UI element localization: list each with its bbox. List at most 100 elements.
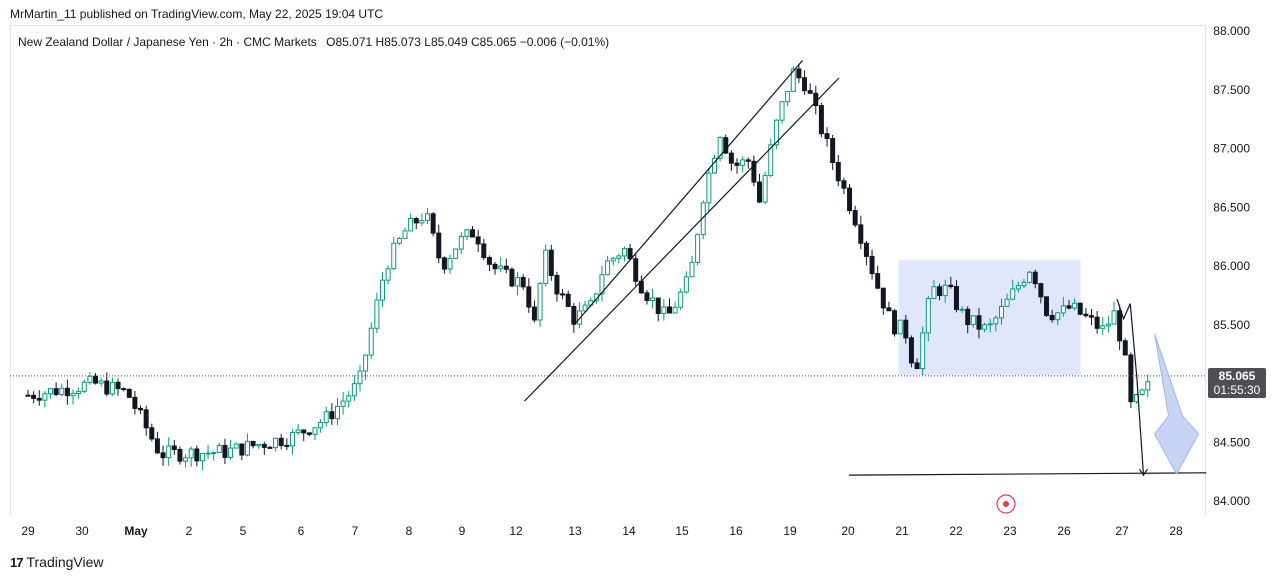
candle-up (368, 327, 374, 356)
price-axis: 88.00087.50087.00086.50086.00085.50085.0… (1213, 24, 1250, 508)
ohlc-low: L85.049 (424, 35, 468, 49)
candle-down (841, 180, 847, 189)
candle-up (1055, 312, 1061, 321)
time-tick-label: 29 (21, 524, 35, 538)
published-line: MrMartin_11 published on TradingView.com… (10, 7, 384, 21)
candle-up (273, 437, 279, 449)
channel-lower-line (524, 77, 840, 402)
candle-up (779, 101, 785, 121)
candle-down (526, 286, 532, 308)
price-tick-label: 87.500 (1213, 83, 1250, 97)
candle-up (380, 279, 386, 301)
candle-down (858, 224, 864, 244)
candle-down (239, 443, 245, 456)
time-tick-label: 6 (298, 524, 305, 538)
symbol-legend[interactable]: New Zealand Dollar / Japanese Yen · 2h ·… (18, 35, 609, 49)
time-tick-label: 20 (841, 524, 855, 538)
candle-down (470, 229, 476, 238)
candle-up (334, 405, 340, 420)
candle-up (498, 265, 504, 270)
candle-up (582, 304, 588, 312)
candle-down (976, 315, 982, 330)
candle-down (492, 263, 498, 270)
candle-up (87, 375, 93, 383)
candle-up (515, 276, 521, 287)
candle-down (171, 445, 177, 450)
candle-up (76, 390, 82, 394)
candle-down (807, 90, 813, 94)
candle-down (126, 388, 132, 398)
candle-up (970, 315, 976, 326)
time-tick-label: 15 (675, 524, 689, 538)
candle-down (306, 432, 312, 435)
candle-down (509, 268, 515, 287)
candle-up (233, 443, 239, 449)
candle-down (441, 257, 447, 270)
candle-up (689, 261, 695, 278)
candle-up (425, 213, 431, 221)
candle-down (965, 308, 971, 326)
candle-up (211, 452, 217, 455)
candle-down (143, 409, 149, 429)
price-tick-label: 84.000 (1213, 494, 1250, 508)
last-price: 85.065 (1218, 369, 1256, 383)
candle-down (830, 138, 836, 164)
time-tick-label: 27 (1115, 524, 1129, 538)
time-tick-label: May (124, 524, 148, 538)
brand-name: TradingView (26, 554, 104, 570)
candle-down (644, 292, 650, 301)
candle-up (920, 332, 926, 370)
candle-down (908, 337, 914, 364)
candle-up (740, 159, 746, 166)
candle-down (278, 437, 284, 446)
candle-down (937, 286, 943, 297)
candle-up (408, 217, 414, 232)
candle-down (1117, 310, 1123, 342)
candle-up (1139, 389, 1145, 396)
candle-up (621, 248, 627, 257)
candle-down (1066, 305, 1072, 309)
time-tick-label: 2 (186, 524, 193, 538)
candle-down (25, 394, 31, 397)
price-tick-label: 86.500 (1213, 200, 1250, 214)
candle-down (1089, 315, 1095, 318)
candle-down (1043, 296, 1049, 316)
candle-up (205, 452, 211, 455)
candle-down (520, 276, 526, 288)
candle-up (340, 400, 346, 407)
candle-down (745, 159, 751, 162)
candle-up (1015, 285, 1021, 290)
price-tick-label: 86.000 (1213, 259, 1250, 273)
candle-down (250, 440, 256, 447)
candle-up (289, 432, 295, 447)
candle-up (711, 157, 717, 174)
time-tick-label: 5 (240, 524, 247, 538)
candle-down (1049, 314, 1055, 321)
candle-down (886, 307, 892, 312)
candle-down (818, 105, 824, 135)
candles (25, 64, 1151, 471)
candle-up (318, 422, 324, 429)
candle-up (312, 427, 318, 435)
candle-up (599, 274, 605, 295)
candle-up (1100, 325, 1106, 329)
price-tick-label: 84.500 (1213, 435, 1250, 449)
candle-up (650, 297, 656, 301)
ohlc-high: H85.073 (375, 35, 421, 49)
candle-up (256, 443, 262, 447)
tradingview-footer[interactable]: 17 TradingView (10, 554, 104, 570)
time-tick-label: 13 (568, 524, 582, 538)
candle-down (115, 381, 121, 390)
candle-down (565, 293, 571, 307)
candle-up (346, 395, 352, 402)
candle-down (953, 285, 959, 311)
channel-upper-line (573, 59, 803, 326)
candle-up (402, 230, 408, 239)
candle-down (222, 444, 228, 458)
chart-pane[interactable] (10, 25, 1206, 516)
candle-up (993, 317, 999, 325)
candle-down (149, 427, 155, 440)
ohlc-close: C85.065 (471, 35, 517, 49)
candle-down (284, 444, 290, 447)
